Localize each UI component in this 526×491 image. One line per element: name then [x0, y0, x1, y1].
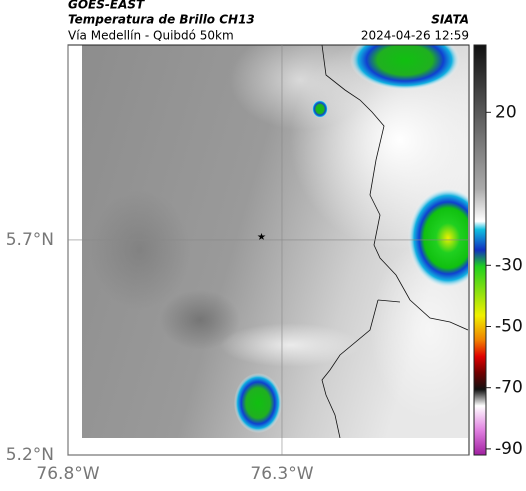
- location-marker: [257, 233, 266, 240]
- timestamp: 2024-04-26 12:59: [361, 29, 469, 43]
- source: SIATA: [431, 13, 469, 27]
- colorbar-tick-label: 20: [495, 102, 517, 122]
- colorbar-tick-label: -30: [495, 255, 523, 275]
- y-tick-label: 5.7°N: [6, 230, 54, 250]
- colorbar-tick-label: -70: [495, 378, 523, 398]
- colorbar-tick-label: -50: [495, 316, 523, 336]
- x-tick-label: 76.3°W: [250, 464, 313, 484]
- x-tick-label: 76.8°W: [36, 464, 99, 484]
- y-tick-label: 5.2°N: [6, 445, 54, 465]
- colorbar-tick-label: -90: [495, 439, 523, 459]
- satellite-image: [82, 45, 468, 438]
- title: GOES-EAST: [68, 0, 145, 12]
- colorbar: [473, 44, 487, 456]
- route: Vía Medellín - Quibdó 50km: [68, 29, 234, 43]
- subtitle: Temperatura de Brillo CH13: [68, 13, 255, 27]
